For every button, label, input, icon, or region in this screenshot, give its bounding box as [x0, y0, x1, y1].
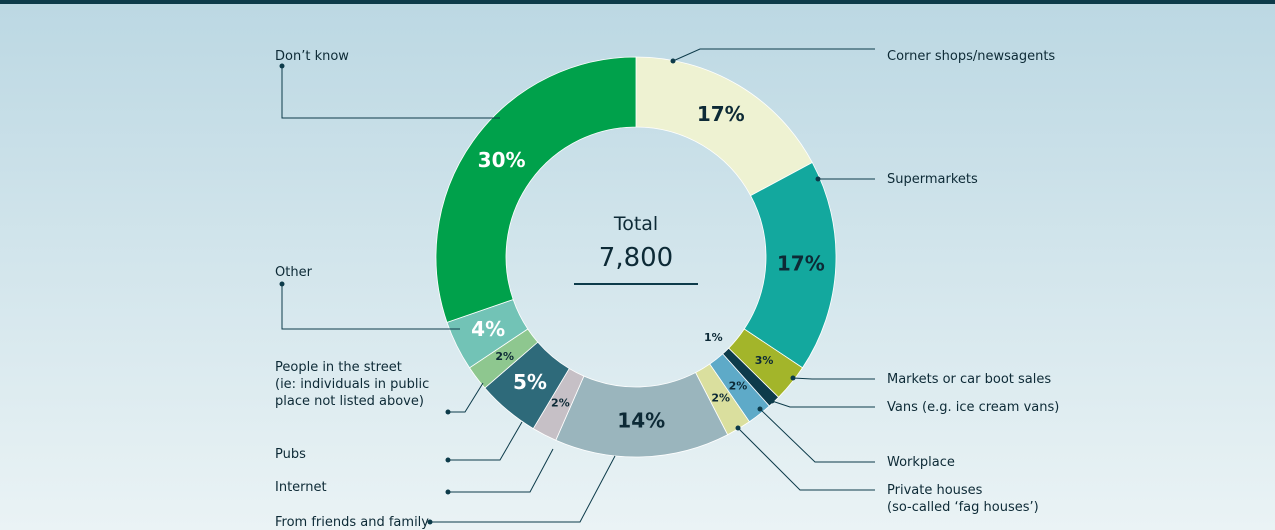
value-label: 14%	[617, 408, 665, 432]
leader-dot	[815, 176, 821, 182]
category-label: Vans (e.g. ice cream vans)	[887, 400, 1060, 415]
value-label: 2%	[729, 380, 748, 393]
category-label: Corner shops/newsagents	[887, 49, 1056, 64]
value-label: 5%	[513, 370, 547, 394]
leader-line	[430, 455, 616, 523]
leader-line	[759, 408, 875, 463]
leader-dot	[757, 406, 763, 412]
leader-dot	[427, 519, 433, 525]
category-label: Internet	[275, 480, 327, 495]
category-label: Supermarkets	[887, 172, 978, 187]
value-label: 3%	[755, 354, 774, 367]
leader-line	[281, 284, 460, 330]
leader-line	[281, 66, 500, 119]
leader-dot	[279, 63, 285, 69]
leader-dot	[670, 58, 676, 64]
donut-chart: Total 7,800 17%17%3%1%2%2%14%2%5%2%4%30%	[279, 48, 875, 525]
value-label: 17%	[697, 102, 745, 126]
leader-dot	[445, 409, 451, 415]
category-label: People in the street (ie: individuals in…	[275, 360, 430, 409]
center-title: Total	[613, 213, 658, 235]
value-label: 2%	[711, 392, 730, 405]
category-label: Markets or car boot sales	[887, 372, 1052, 387]
leader-dot	[445, 457, 451, 463]
leader-line	[448, 421, 523, 461]
value-label: 17%	[777, 251, 825, 275]
category-label: Workplace	[887, 455, 955, 470]
category-label: Don’t know	[275, 49, 349, 64]
leader-dot	[790, 375, 796, 381]
leader-dot	[279, 281, 285, 287]
leader-line	[448, 448, 554, 493]
value-label: 2%	[551, 397, 570, 410]
value-label: 4%	[471, 317, 505, 341]
leader-line	[792, 377, 875, 380]
leader-dot	[769, 398, 775, 404]
leader-line	[771, 400, 875, 408]
center-value: 7,800	[599, 243, 673, 273]
donut-segment	[635, 56, 813, 197]
leader-line	[672, 48, 875, 62]
leader-dot	[735, 425, 741, 431]
value-label: 2%	[495, 350, 514, 363]
leader-line	[737, 427, 875, 491]
category-label: From friends and family	[275, 515, 429, 530]
value-label: 1%	[704, 331, 723, 344]
leader-dot	[445, 489, 451, 495]
leader-line	[448, 382, 484, 413]
category-label: Other	[275, 265, 312, 280]
value-label: 30%	[478, 148, 526, 172]
category-label: Pubs	[275, 447, 306, 462]
category-label: Private houses (so-called ‘fag houses’)	[887, 483, 1039, 515]
donut-segment	[435, 56, 637, 323]
